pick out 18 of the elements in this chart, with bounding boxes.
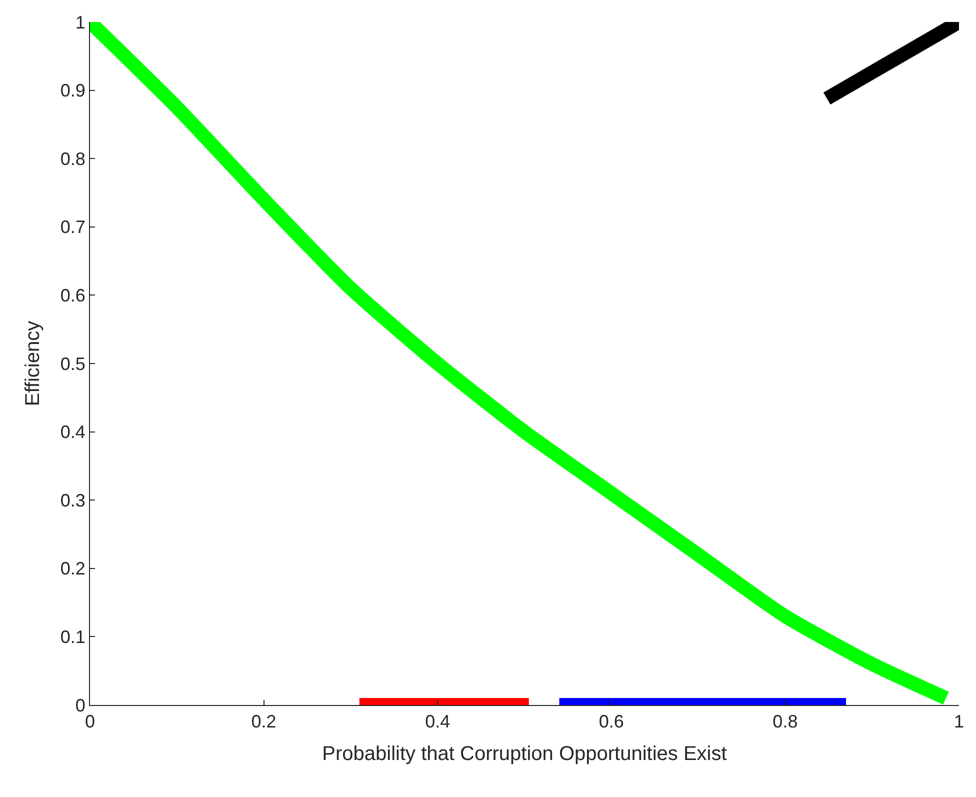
y-tick-label: 0.9 [60,80,86,101]
y-tick-label: 0.2 [60,558,86,579]
y-tick-label: 0.5 [60,354,86,374]
y-tick-label: 0.7 [60,217,86,238]
y-tick-label: 0.1 [60,627,86,647]
x-tick-label: 1 [954,712,964,732]
x-tick-label: 0.4 [425,712,450,732]
y-tick-label: 0.8 [60,148,86,169]
y-tick-label: 0.3 [60,490,86,510]
y-tick-label: 0 [75,695,86,716]
y-tick-label: 1 [75,12,86,32]
y-tick-label: 0.6 [60,286,86,306]
x-tick-label: 0.2 [251,712,276,732]
x-tick-label: 0.8 [772,712,798,732]
y-axis-title: Efficiency [22,320,44,406]
x-axis-title: Probability that Corruption Opportunities Exist [322,743,728,766]
y-tick-label: 0.4 [60,422,86,442]
x-tick-label: 0.6 [598,712,624,732]
